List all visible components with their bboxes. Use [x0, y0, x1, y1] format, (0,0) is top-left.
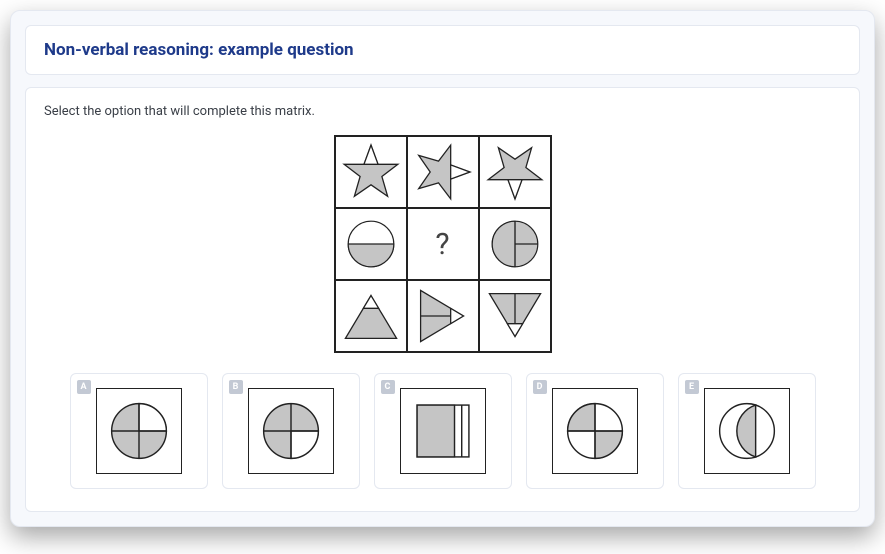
option-a-icon [103, 395, 175, 467]
page-container: Non-verbal reasoning: example question S… [10, 10, 875, 527]
options-row: A B [44, 373, 841, 489]
matrix-container: ? [44, 135, 841, 353]
matrix-grid: ? [334, 135, 552, 353]
option-d-icon [559, 395, 631, 467]
instruction-text: Select the option that will complete thi… [44, 104, 841, 119]
option-e[interactable]: E [678, 373, 816, 489]
option-b[interactable]: B [222, 373, 360, 489]
option-letter-b: B [229, 380, 243, 394]
option-e-icon [711, 395, 783, 467]
option-e-figure [704, 388, 790, 474]
circle-split-icon [485, 214, 545, 274]
matrix-cell-2-2 [479, 280, 551, 352]
title-bar: Non-verbal reasoning: example question [25, 25, 860, 75]
option-d-figure [552, 388, 638, 474]
option-letter-a: A [77, 380, 91, 394]
page-title: Non-verbal reasoning: example question [44, 40, 841, 60]
matrix-cell-2-0 [335, 280, 407, 352]
option-a[interactable]: A [70, 373, 208, 489]
star-inverted-icon [483, 140, 547, 204]
option-c[interactable]: C [374, 373, 512, 489]
matrix-cell-0-0 [335, 136, 407, 208]
circle-half-bottom-icon [341, 214, 401, 274]
question-mark: ? [435, 227, 449, 262]
matrix-cell-1-2 [479, 208, 551, 280]
triangle-down-icon [483, 284, 547, 348]
matrix-cell-0-2 [479, 136, 551, 208]
star-upright-icon [339, 140, 403, 204]
star-rotated-icon [411, 140, 475, 204]
question-panel: Select the option that will complete thi… [25, 87, 860, 512]
option-b-figure [248, 388, 334, 474]
option-d[interactable]: D [526, 373, 664, 489]
option-letter-d: D [533, 380, 547, 394]
triangle-up-icon [339, 284, 403, 348]
option-letter-e: E [685, 380, 699, 394]
option-c-icon [407, 395, 479, 467]
matrix-cell-2-1 [407, 280, 479, 352]
option-c-figure [400, 388, 486, 474]
matrix-cell-1-1: ? [407, 208, 479, 280]
option-a-figure [96, 388, 182, 474]
option-b-icon [255, 395, 327, 467]
matrix-cell-0-1 [407, 136, 479, 208]
triangle-right-icon [411, 284, 475, 348]
matrix-cell-1-0 [335, 208, 407, 280]
option-letter-c: C [381, 380, 395, 394]
